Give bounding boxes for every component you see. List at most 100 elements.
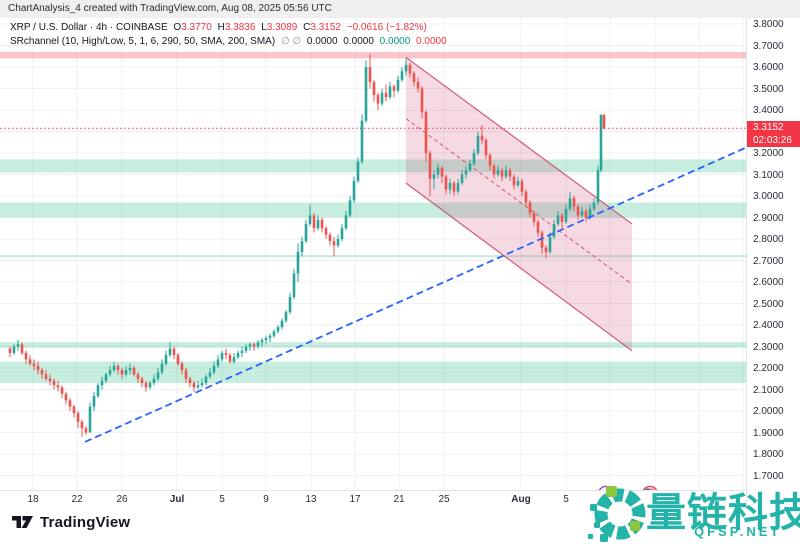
- candle-body: [292, 273, 296, 298]
- support-zone: [0, 342, 746, 348]
- current-price-value: 3.3152: [753, 122, 784, 134]
- price-axis-label: 3.8000: [753, 19, 784, 30]
- candle-body: [599, 114, 603, 171]
- candle-body: [240, 350, 244, 353]
- candle-body: [148, 383, 152, 388]
- candle-body: [464, 170, 468, 175]
- candle-body: [352, 180, 356, 201]
- time-axis-label: Aug: [511, 494, 531, 505]
- price-axis-label: 3.0000: [753, 191, 784, 202]
- candle-body: [380, 92, 384, 104]
- candle-body: [272, 331, 276, 336]
- candle-body: [536, 221, 540, 233]
- candle-body: [200, 383, 204, 386]
- candle-body: [308, 215, 312, 224]
- candle-body: [136, 374, 140, 379]
- candle-body: [436, 168, 440, 175]
- price-axis-label: 2.7000: [753, 255, 784, 267]
- candle-body: [132, 368, 136, 375]
- symbol-title[interactable]: XRP / U.S. Dollar · 4h · COINBASE: [10, 22, 168, 33]
- candle-body: [408, 64, 412, 74]
- candle-body: [492, 165, 496, 175]
- candle-body: [548, 236, 552, 252]
- candle-body: [108, 370, 112, 375]
- candle-body: [360, 120, 364, 162]
- ohlc-open-value: 3.3770: [181, 22, 212, 33]
- price-change: −0.0616 (−1.82%): [346, 22, 427, 33]
- indicator-legend-row[interactable]: SRchannel (10, High/Low, 5, 1, 6, 290, 5…: [10, 35, 450, 49]
- candle-body: [328, 234, 332, 242]
- candle-body: [452, 183, 456, 192]
- tradingview-logo[interactable]: TradingView: [12, 512, 130, 532]
- candle-body: [320, 219, 324, 229]
- screenshot-title-bar: ChartAnalysis_4 created with TradingView…: [0, 0, 800, 18]
- price-axis-label: 2.8000: [753, 234, 784, 245]
- candle-body: [48, 378, 52, 381]
- candle-body: [316, 219, 320, 229]
- candle-body: [572, 198, 576, 207]
- price-axis-label: 2.5000: [753, 298, 784, 310]
- candle-body: [92, 395, 96, 407]
- candle-body: [468, 163, 472, 171]
- candle-body: [456, 183, 460, 192]
- candle-body: [84, 428, 88, 433]
- indicator-value-2: 0.0000: [343, 36, 374, 47]
- candle-body: [216, 359, 220, 366]
- candle-body: [444, 176, 448, 190]
- time-axis-label: 9: [263, 494, 269, 505]
- price-axis-label: 2.4000: [753, 320, 784, 331]
- candle-body: [12, 346, 16, 353]
- candle-body: [432, 174, 436, 179]
- candle-body: [28, 359, 32, 364]
- symbol-legend-row[interactable]: XRP / U.S. Dollar · 4h · COINBASE O3.377…: [10, 21, 450, 35]
- time-axis-label: 21: [393, 494, 405, 505]
- price-axis-label: 2.2000: [753, 363, 784, 374]
- candle-body: [168, 348, 172, 356]
- price-axis-label: 2.1000: [753, 384, 784, 396]
- candle-body: [72, 406, 76, 414]
- ascending-trendline: [84, 147, 746, 443]
- indicator-title[interactable]: SRchannel (10, High/Low, 5, 1, 6, 290, 5…: [10, 36, 276, 47]
- candle-body: [288, 297, 292, 313]
- candle-body: [480, 135, 484, 141]
- candle-body: [264, 337, 268, 341]
- price-axis-label: 2.0000: [753, 406, 784, 417]
- candle-body: [24, 352, 28, 360]
- candle-body: [400, 71, 404, 80]
- candle-body: [244, 346, 248, 351]
- bar-countdown: 02:03:26: [753, 135, 792, 147]
- channel-top-line: [405, 56, 633, 225]
- candle-body: [348, 200, 352, 216]
- price-axis-label: 3.7000: [753, 40, 784, 52]
- candle-body: [68, 400, 72, 407]
- candle-body: [208, 372, 212, 377]
- channel-median-line: [405, 118, 633, 285]
- descending-channel-fill: [406, 57, 632, 351]
- candle-body: [368, 67, 372, 83]
- candle-body: [40, 370, 44, 375]
- candle-body: [560, 215, 564, 222]
- time-axis-label: Jul: [169, 494, 185, 505]
- candle-body: [584, 211, 588, 218]
- candle-body: [524, 191, 528, 203]
- candle-body: [500, 170, 504, 177]
- candle-body: [8, 348, 12, 353]
- candle-body: [344, 215, 348, 229]
- candle-body: [564, 208, 568, 222]
- candle-body: [336, 239, 340, 246]
- candle-body: [248, 344, 252, 347]
- candle-body: [188, 378, 192, 384]
- candle-body: [596, 170, 600, 203]
- time-axis-label: 18: [27, 494, 39, 505]
- time-axis[interactable]: 18 22 26 Jul 5 9 13 17 21 25 Aug 5: [0, 490, 800, 511]
- candle-body: [96, 385, 100, 396]
- price-axis[interactable]: 3.3152 02:03:26 3.8000 3.7000 3.6000 3.5000…: [746, 18, 800, 510]
- candle-body: [512, 176, 516, 186]
- candle-body: [196, 385, 200, 388]
- current-price-badge: 3.3152 02:03:26: [747, 121, 800, 148]
- candle-body: [488, 155, 492, 166]
- candle-body: [544, 247, 548, 252]
- chart-pane[interactable]: XRP / U.S. Dollar · 4h · COINBASE O3.377…: [0, 18, 746, 503]
- price-chart-canvas[interactable]: [0, 18, 746, 490]
